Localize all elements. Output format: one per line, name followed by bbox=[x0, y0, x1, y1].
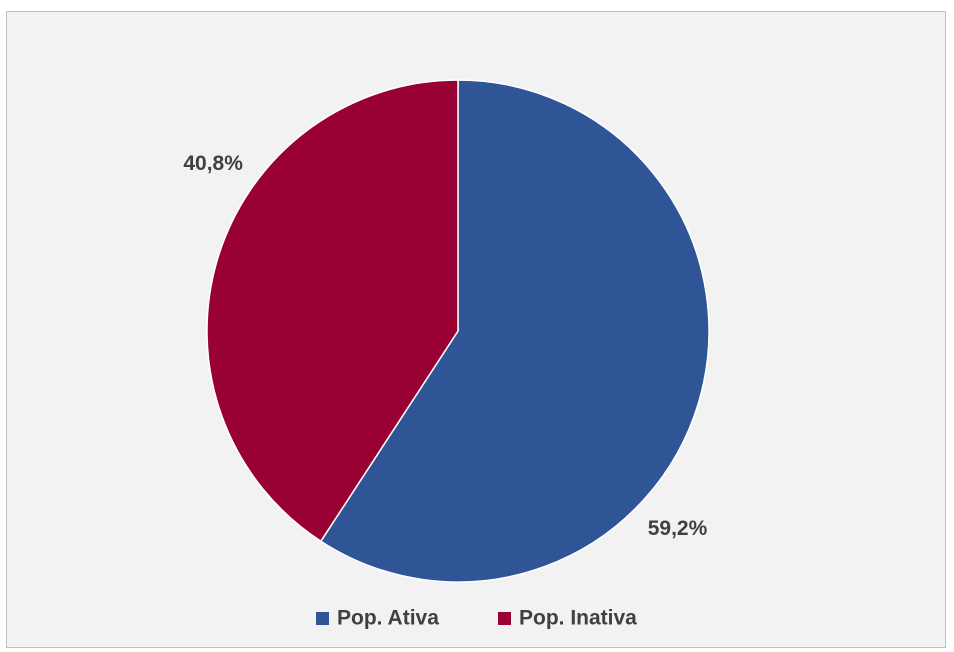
pie-data-labels: 59,2% 40,8% bbox=[183, 152, 707, 540]
legend: Pop. Ativa Pop. Inativa bbox=[316, 607, 637, 630]
legend-label-pop-inativa: Pop. Inativa bbox=[519, 607, 637, 630]
pie-slice-pop-ativa bbox=[319, 79, 710, 583]
data-label-pop-ativa: 59,2% bbox=[648, 517, 708, 540]
pie-slices bbox=[206, 79, 710, 583]
pie-slice-pop-inativa bbox=[206, 79, 459, 543]
legend-swatch-pop-inativa bbox=[498, 612, 511, 625]
data-label-pop-inativa: 40,8% bbox=[183, 152, 243, 175]
legend-swatch-pop-ativa bbox=[316, 612, 329, 625]
legend-label-pop-ativa: Pop. Ativa bbox=[337, 607, 439, 630]
